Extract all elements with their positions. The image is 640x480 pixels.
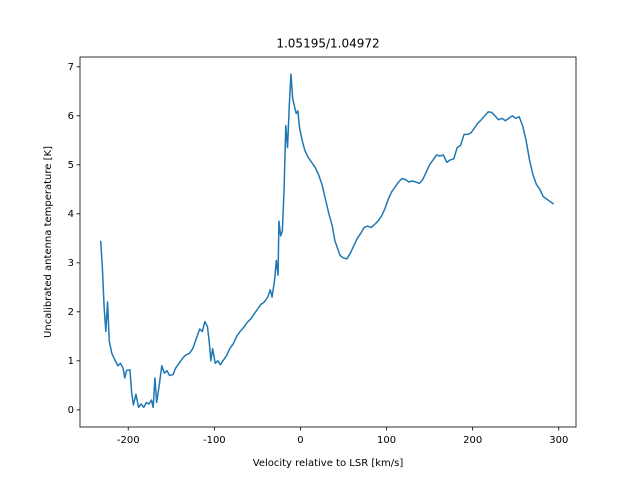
x-axis-label: Velocity relative to LSR [km/s] — [253, 458, 404, 469]
y-tick-label: 1 — [68, 356, 74, 367]
x-tick-label: -100 — [203, 435, 226, 446]
x-tick-label: 0 — [297, 435, 303, 446]
x-tick-label: 200 — [463, 435, 482, 446]
y-tick-label: 7 — [68, 62, 74, 73]
y-tick-label: 5 — [68, 160, 74, 171]
y-tick-label: 2 — [68, 307, 74, 318]
axes-frame — [79, 56, 577, 428]
x-tick-label: 300 — [549, 435, 568, 446]
data-line — [99, 73, 555, 409]
plot-area — [99, 73, 555, 409]
x-tick-label: 100 — [377, 435, 396, 446]
y-axis-label: Uncalibrated antenna temperature [K] — [43, 146, 54, 338]
y-tick-label: 6 — [68, 111, 74, 122]
y-tick-label: 3 — [68, 258, 74, 269]
x-tick-label: -200 — [117, 435, 140, 446]
y-tick-label: 0 — [68, 405, 74, 416]
y-tick-label: 4 — [68, 209, 74, 220]
chart-title: 1.05195/1.04972 — [276, 37, 379, 51]
